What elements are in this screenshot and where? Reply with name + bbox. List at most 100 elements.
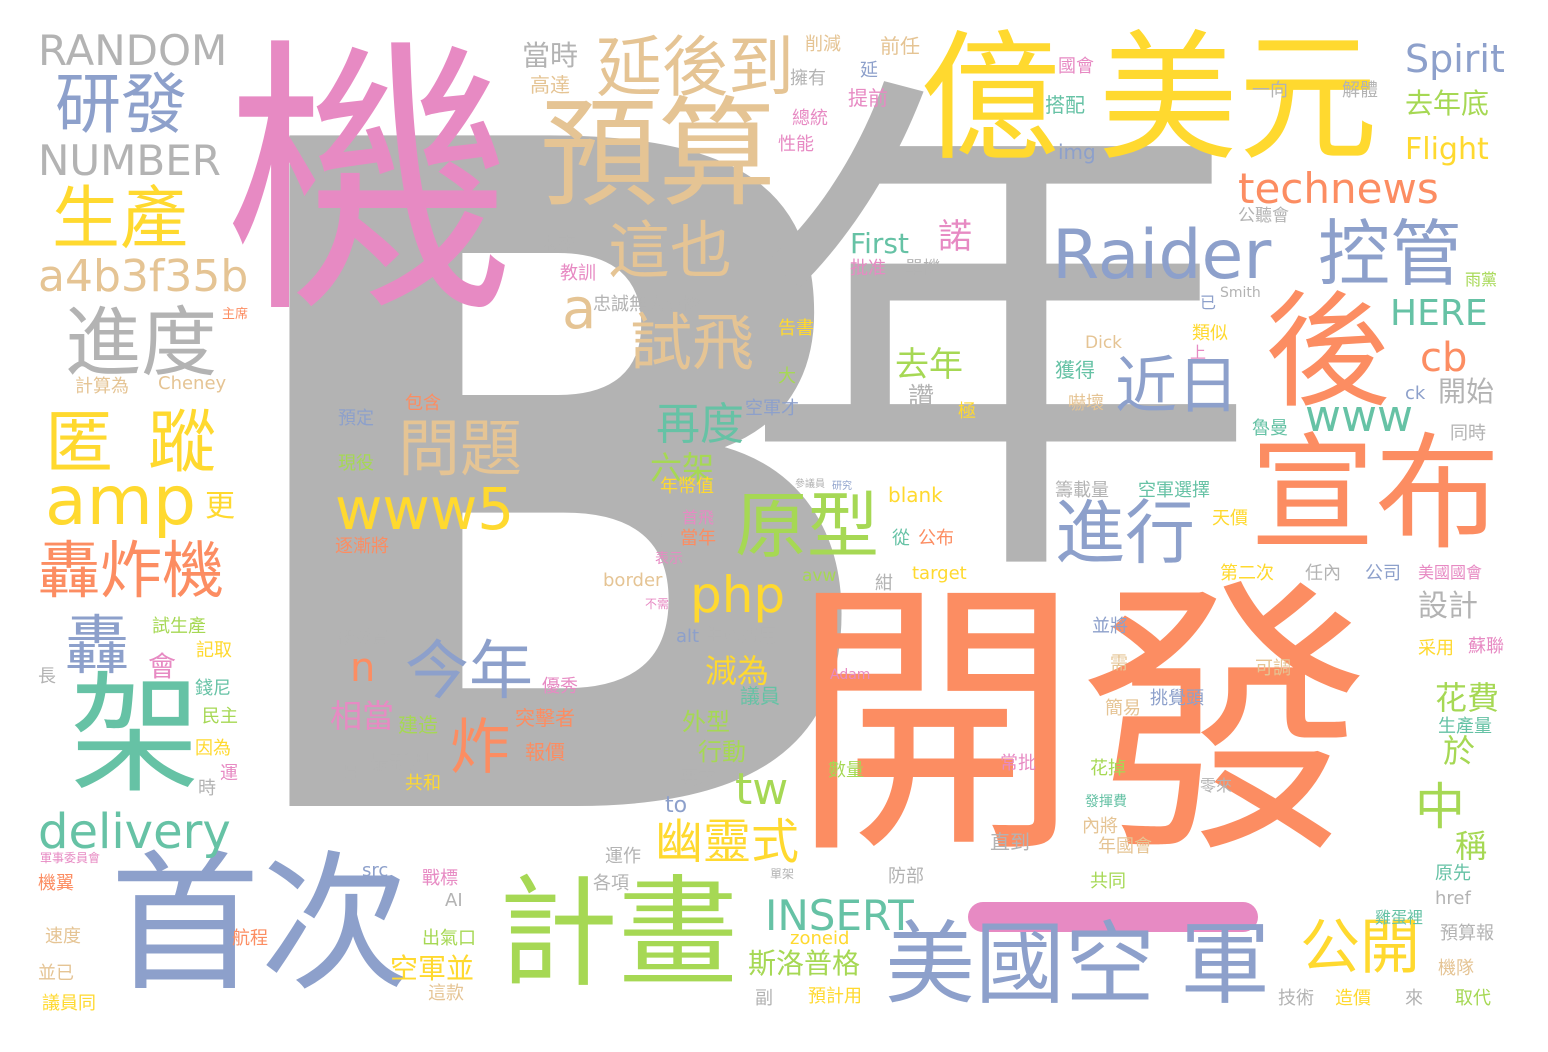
word: 首次 <box>110 838 411 1012</box>
word: 總統 <box>792 108 828 129</box>
word: php <box>690 566 786 624</box>
word: 開發 <box>790 556 1370 893</box>
word: 告書 <box>778 318 814 339</box>
word: 公布 <box>918 528 954 549</box>
word: 試飛 <box>630 306 755 379</box>
word: 民主 <box>202 706 238 727</box>
word: 當年 <box>680 528 716 549</box>
word: technews <box>1238 164 1439 213</box>
word: 雨黨 <box>1465 270 1498 289</box>
word: 轟 <box>65 610 129 684</box>
word: 行動 <box>698 738 746 766</box>
word: avw <box>802 566 837 586</box>
word: 諾 <box>938 217 972 257</box>
word: 報價 <box>525 740 565 764</box>
word: 性能 <box>778 134 814 155</box>
word: Flight <box>1405 132 1489 167</box>
word: 空軍才 <box>745 398 799 419</box>
word: 因為 <box>195 738 231 759</box>
word: 出氣口 <box>422 928 476 949</box>
word: 削減 <box>805 34 841 55</box>
word: 取代 <box>1455 988 1491 1009</box>
word: n <box>350 645 376 691</box>
word: 運作 <box>605 846 641 867</box>
word: 內將 <box>1082 816 1118 837</box>
word: 來 <box>1405 988 1423 1009</box>
word: Adam <box>830 667 871 683</box>
word: 國會 <box>1058 56 1094 77</box>
word: tw <box>735 764 789 815</box>
word: 控管 <box>1318 212 1463 296</box>
word: 高達 <box>530 73 570 97</box>
word: B <box>205 0 907 1023</box>
word: 問題 <box>398 412 523 485</box>
word: 議員同 <box>42 993 96 1014</box>
word: 美元 <box>1098 18 1379 181</box>
word: 進度 <box>65 298 217 387</box>
word: 月 <box>342 763 360 784</box>
word: 長 <box>38 666 56 687</box>
word: First <box>850 227 909 260</box>
word: 炸 <box>450 713 510 783</box>
word: Smith <box>1220 285 1261 301</box>
word: 數量 <box>828 760 864 781</box>
word: 開始 <box>1438 375 1495 408</box>
word: 當時 <box>522 39 579 72</box>
word: 現役 <box>338 453 374 474</box>
word: 空軍選擇 <box>1138 480 1210 501</box>
word: 最新型 <box>370 750 430 774</box>
word: 空軍並 <box>390 952 475 985</box>
word: NUMBER <box>38 136 221 185</box>
word: 解體 <box>1342 80 1378 101</box>
word: www <box>1305 391 1413 442</box>
word: 要求 <box>680 768 716 789</box>
word: 預定 <box>338 408 374 429</box>
word: 相當 <box>330 697 395 735</box>
word: delivery <box>38 804 231 860</box>
word: 預算 <box>540 85 777 223</box>
word: 第二次 <box>1220 563 1274 584</box>
word: img <box>1058 140 1096 164</box>
word: 一向 <box>1252 80 1288 101</box>
word: alt <box>676 626 700 647</box>
word: 任內 <box>1305 563 1341 584</box>
decorative-bar <box>968 902 1258 932</box>
word: 今年 <box>405 635 533 709</box>
word: 六架 <box>650 449 715 487</box>
word: 億 <box>920 18 1061 181</box>
word: 公開 <box>1300 913 1420 983</box>
word: 共同 <box>1090 871 1126 892</box>
word: 議員 <box>740 684 780 708</box>
word: 斯洛普格 <box>748 947 861 980</box>
word: 需 <box>1110 653 1128 674</box>
word: ck <box>1405 383 1426 404</box>
word: 獲得 <box>1055 358 1095 382</box>
word: 發揮費 <box>1085 794 1127 810</box>
word: 延 <box>860 60 878 81</box>
word: 籌載量 <box>1055 480 1109 501</box>
word: 機 <box>225 16 515 353</box>
word: 逐漸將 <box>335 536 389 557</box>
word: 忠誠無人僚機 <box>593 294 701 315</box>
word: 原型 <box>735 484 880 568</box>
word: www5 <box>335 475 515 543</box>
word: 類似 <box>1192 323 1228 344</box>
word: INSERT <box>765 891 914 940</box>
word: 中 <box>1415 778 1465 836</box>
word: Cheney <box>158 373 227 394</box>
word: 預算報 <box>1440 923 1494 944</box>
word: 後 <box>1265 280 1390 425</box>
word: 軍事委員會 <box>40 851 101 865</box>
word: 減為 <box>705 652 770 690</box>
word: 教訓 <box>560 263 596 284</box>
word: 前任 <box>880 34 920 58</box>
word: 生產量 <box>1438 716 1492 737</box>
word: 參議員 <box>795 479 825 490</box>
word: 設計 <box>1418 589 1478 624</box>
word: 預計用 <box>808 986 862 1007</box>
word: 研發費 <box>338 628 389 648</box>
word: 搭配 <box>1045 93 1085 117</box>
word: 首飛 <box>682 508 715 527</box>
word: 架 <box>70 659 201 811</box>
word: a4b3f35b <box>38 251 249 302</box>
